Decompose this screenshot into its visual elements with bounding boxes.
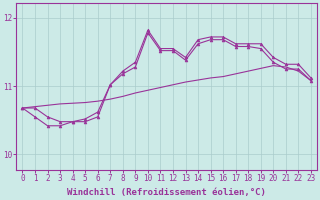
X-axis label: Windchill (Refroidissement éolien,°C): Windchill (Refroidissement éolien,°C) (67, 188, 266, 197)
